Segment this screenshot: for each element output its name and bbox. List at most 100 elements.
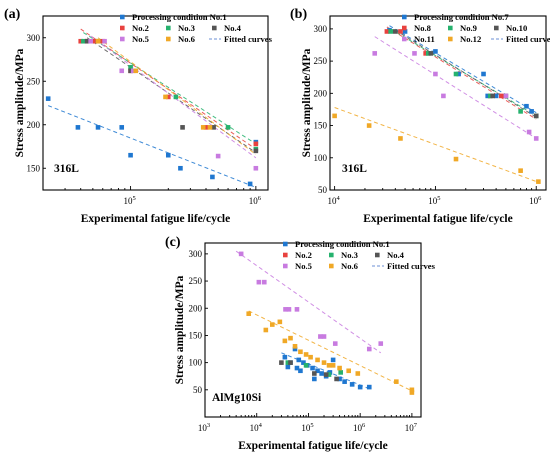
legend-marker [448, 25, 453, 31]
legend: Processing condition No.7No.8 No.9 No.10 No… [402, 12, 550, 44]
data-point-no12 [332, 113, 337, 119]
legend-marker [120, 14, 125, 20]
data-point-no1 [165, 152, 171, 158]
data-point-no5 [318, 334, 323, 339]
data-point-no1 [319, 371, 324, 376]
data-point-no12 [366, 123, 372, 128]
legend-marker [402, 14, 407, 20]
data-point-no3 [326, 372, 332, 377]
legend-label: No.2 [132, 23, 149, 33]
data-point-no4 [211, 125, 216, 130]
y-tick-label: 200 [189, 303, 203, 313]
fitted-curve [248, 310, 413, 392]
data-point-no6 [394, 379, 399, 384]
data-point-no12 [453, 156, 459, 162]
data-point-no7 [524, 103, 529, 109]
y-tick-label: 50 [318, 185, 328, 195]
data-point-no6 [263, 327, 269, 333]
data-point-no1 [312, 376, 317, 382]
y-axis-label: Stress amplitude/MPa [301, 48, 313, 157]
data-point-no12 [518, 168, 523, 173]
panel-label: (c) [165, 235, 181, 250]
data-point-no8 [398, 29, 403, 34]
data-point-no11 [441, 93, 446, 99]
y-tick-label: 150 [189, 330, 203, 340]
data-point-no5 [256, 279, 262, 285]
data-point-no7 [402, 29, 408, 34]
y-tick-label: 150 [27, 163, 41, 173]
y-axis-label: Stress amplitude/MPa [14, 48, 26, 157]
data-point-no1 [330, 357, 336, 363]
material-label: 316L [342, 163, 367, 175]
data-point-no6 [346, 368, 351, 374]
legend: Processing condition No.1No.2 No.3 No.4 No.… [283, 239, 436, 271]
legend-label: No.2 [295, 250, 312, 260]
fitted-curve [386, 26, 537, 120]
data-point-no1 [75, 125, 81, 130]
data-point-no6 [292, 344, 298, 349]
y-tick-label: 200 [314, 88, 328, 98]
data-point-no6 [409, 387, 415, 393]
legend-marker [120, 36, 125, 42]
panel-a: 150 200 250 300 105 106 Experimental fatigue l… [4, 7, 273, 225]
data-point-no2 [253, 141, 259, 147]
data-point-no3 [128, 65, 133, 70]
data-point-no1 [337, 376, 342, 382]
data-point-no9 [518, 109, 523, 114]
y-tick-label: 100 [314, 153, 328, 163]
data-point-no6 [355, 371, 361, 376]
data-point-no6 [288, 335, 293, 341]
data-point-no3 [225, 125, 231, 130]
legend-label: Processing condition No.1 [295, 239, 390, 249]
data-point-no1 [128, 152, 133, 158]
y-axis-label: Stress amplitude/MPa [174, 275, 186, 384]
data-point-no7 [485, 93, 490, 99]
data-point-no9 [388, 29, 393, 34]
data-point-no7 [493, 93, 499, 99]
data-point-no6 [330, 363, 336, 368]
x-axis-label: Experimental fatigue life/cycle [238, 440, 387, 452]
data-point-no5 [283, 307, 288, 312]
y-tick-label: 300 [27, 33, 41, 43]
legend-label: No.10 [506, 23, 527, 33]
data-point-no5 [238, 251, 244, 257]
data-point-no1 [247, 181, 253, 187]
legend: Processing condition No.1No.2 No.3 No.4 No.… [120, 12, 273, 44]
data-point-no10 [533, 113, 539, 119]
legend-label: No.3 [341, 250, 358, 260]
data-point-no10 [490, 93, 496, 99]
legend-label: Fitted curves [387, 261, 436, 271]
data-point-no1 [95, 125, 101, 130]
data-point-no5 [378, 341, 384, 346]
fitted-curve [281, 352, 370, 390]
data-point-no7 [481, 71, 486, 77]
material-label: 316L [54, 163, 79, 175]
data-point-no4 [128, 68, 133, 74]
data-point-no4 [180, 125, 185, 130]
data-point-no3 [81, 38, 86, 44]
legend-marker [166, 36, 171, 42]
data-point-no1 [298, 368, 303, 374]
legend-label: Fitted curves [506, 34, 550, 44]
data-point-no7 [433, 49, 438, 54]
data-point-no5 [88, 38, 93, 44]
y-tick-label: 150 [314, 121, 328, 131]
data-point-no3 [338, 370, 343, 375]
data-point-no3 [303, 363, 309, 368]
data-point-no6 [277, 319, 283, 325]
data-point-no5 [286, 307, 292, 312]
data-point-no6 [298, 349, 303, 355]
data-point-no1 [285, 364, 291, 370]
data-point-no6 [409, 390, 415, 395]
x-tick-label: 104 [250, 422, 263, 433]
x-tick-label: 106 [353, 422, 366, 433]
legend-marker [402, 36, 407, 42]
data-point-no4 [253, 148, 259, 154]
data-point-no9 [426, 51, 431, 56]
legend-label: No.3 [178, 23, 195, 33]
data-point-no6 [95, 38, 101, 44]
fitted-curve [334, 107, 539, 183]
data-point-no6 [321, 360, 327, 365]
data-point-no6 [246, 311, 252, 316]
legend-label: No.4 [387, 250, 405, 260]
